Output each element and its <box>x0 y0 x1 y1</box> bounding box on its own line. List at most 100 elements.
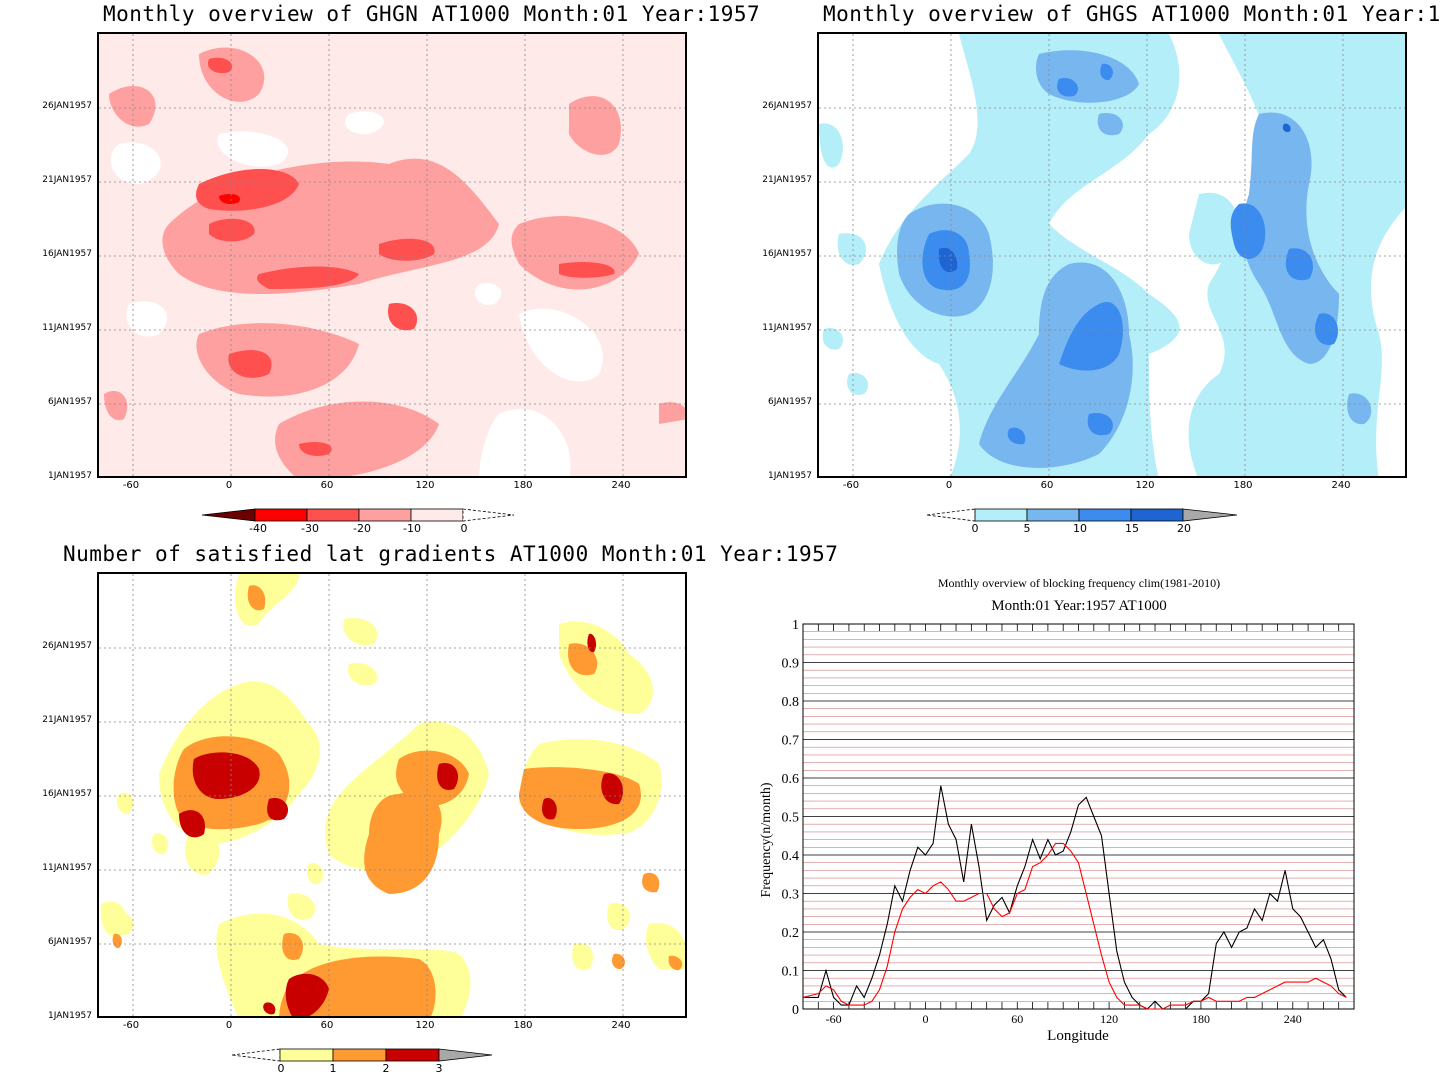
y-tick-label: 26JAN1957 <box>42 101 92 111</box>
y-tick-label: 6JAN1957 <box>767 397 812 407</box>
blocking-frequency-chart: 0 0.1 0.2 0.3 0.4 0.5 0.6 0.7 0.8 0.9 1 -60 0 60 120 1… <box>759 618 1355 1044</box>
x-tick-label: 240 <box>1331 480 1351 491</box>
x-tick-label: 240 <box>611 1020 631 1031</box>
x-tick-label: 60 <box>320 1020 334 1031</box>
contour-level-2 <box>179 633 624 1016</box>
colorbar-label: -30 <box>301 522 319 535</box>
x-minor-ticks <box>802 624 1355 1009</box>
grid-lines <box>819 34 1405 476</box>
grid-lines <box>99 34 685 476</box>
series-lines <box>802 785 1347 1010</box>
colorbar-label: 0 <box>971 522 979 535</box>
x-tick-label: 0 <box>225 1020 233 1031</box>
y-tick-label: 0.2 <box>782 926 800 941</box>
y-tick-label: 1 <box>792 618 799 633</box>
y-tick-labels: 0 0.1 0.2 0.3 0.4 0.5 0.6 0.7 0.8 0.9 1 <box>782 618 800 1018</box>
y-tick-label: 11JAN1957 <box>762 323 812 333</box>
x-tick-label: 120 <box>1100 1012 1118 1026</box>
contour-level-30 <box>219 194 240 204</box>
y-tick-label: 26JAN1957 <box>42 641 92 651</box>
x-tick-labels: -60 0 60 120 180 240 <box>826 1012 1302 1026</box>
y-tick-label: 0.9 <box>782 657 800 672</box>
colorbar-label: 20 <box>1177 522 1191 535</box>
colorbar-label: 5 <box>1023 522 1031 535</box>
plot-area <box>97 32 687 478</box>
y-tick-label: 1JAN1957 <box>47 1011 92 1021</box>
chart-subtitle: Month:01 Year:1957 AT1000 <box>991 598 1167 614</box>
chart-title: Monthly overview of blocking frequency c… <box>937 576 1221 590</box>
x-tick-label: -60 <box>122 1020 140 1031</box>
y-tick-label: 0 <box>792 1003 799 1018</box>
contour-white <box>110 111 603 476</box>
contour-level-10 <box>104 47 685 476</box>
plot-area <box>817 32 1407 478</box>
x-tick-label: 180 <box>1233 480 1253 491</box>
x-tick-label: 120 <box>1135 480 1155 491</box>
colorbar-label: -10 <box>403 522 421 535</box>
lat-gradients-contour-map <box>99 574 685 1016</box>
y-tick-label: 1JAN1957 <box>47 471 92 481</box>
series-line-red <box>802 842 1347 1010</box>
x-axis-label: Longitude <box>1047 1028 1109 1044</box>
colorbar-label: 0 <box>460 522 468 535</box>
y-tick-label: 21JAN1957 <box>762 175 812 185</box>
y-tick-label: 0.8 <box>782 695 800 710</box>
x-tick-label: 240 <box>611 480 631 491</box>
x-tick-label: 180 <box>1192 1012 1210 1026</box>
y-tick-label: 21JAN1957 <box>42 175 92 185</box>
y-tick-label: 16JAN1957 <box>42 789 92 799</box>
y-tick-label: 0.4 <box>782 849 800 864</box>
x-tick-label: 0 <box>945 480 953 491</box>
x-tick-label: 180 <box>513 1020 533 1031</box>
y-tick-label: 1JAN1957 <box>767 471 812 481</box>
ghgn-contour-map <box>99 34 685 476</box>
x-tick-label: -60 <box>826 1012 842 1026</box>
y-tick-label: 11JAN1957 <box>42 323 92 333</box>
y-tick-label: 21JAN1957 <box>42 715 92 725</box>
x-tick-label: 180 <box>513 480 533 491</box>
y-tick-label: 0.3 <box>782 888 800 903</box>
y-tick-label: 0.7 <box>782 734 800 749</box>
y-tick-label: 16JAN1957 <box>762 249 812 259</box>
y-tick-label: 0.5 <box>782 811 800 826</box>
x-tick-label: 60 <box>1040 480 1054 491</box>
colorbar <box>201 508 515 522</box>
colorbar-label: 1 <box>329 1062 337 1075</box>
y-tick-label: 11JAN1957 <box>42 863 92 873</box>
ghgs-contour-map <box>819 34 1405 476</box>
panel-ghgs: Monthly overview of GHGS AT1000 Month:01… <box>720 0 1440 540</box>
x-tick-label: 0 <box>225 480 233 491</box>
y-axis-label: Frequency(n/month) <box>759 782 774 897</box>
colorbar <box>926 508 1238 522</box>
colorbar-label: -20 <box>353 522 371 535</box>
grid-lines <box>803 631 1354 1002</box>
y-tick-label: 6JAN1957 <box>47 937 92 947</box>
panel-blocking-frequency: Monthly overview of blocking frequency c… <box>720 540 1440 1091</box>
plot-frame <box>802 623 1355 1010</box>
y-tick-label: 0.1 <box>782 965 800 980</box>
plot-area <box>97 572 687 1018</box>
y-tick-label: 16JAN1957 <box>42 249 92 259</box>
chart-title: Monthly overview of GHGS AT1000 Month:01… <box>823 2 1440 26</box>
colorbar-label: 15 <box>1125 522 1139 535</box>
x-tick-label: 60 <box>1011 1012 1023 1026</box>
colorbar-label: 0 <box>277 1062 285 1075</box>
contour-level-15 <box>938 123 1291 273</box>
x-tick-label: -60 <box>842 480 860 491</box>
y-tick-label: 0.6 <box>782 772 800 787</box>
colorbar-label: 10 <box>1073 522 1087 535</box>
colorbar-label: -40 <box>249 522 267 535</box>
colorbar <box>231 1048 493 1062</box>
series-line-black <box>803 785 1347 1010</box>
colorbar-label: 2 <box>382 1062 390 1075</box>
chart-title: Number of satisfied lat gradients AT1000… <box>63 542 839 566</box>
y-tick-label: 26JAN1957 <box>762 101 812 111</box>
y-tick-label: 6JAN1957 <box>47 397 92 407</box>
x-tick-label: 60 <box>320 480 334 491</box>
x-tick-label: 0 <box>922 1012 928 1026</box>
x-tick-label: -60 <box>122 480 140 491</box>
x-tick-label: 120 <box>415 1020 435 1031</box>
panel-ghgn: Monthly overview of GHGN AT1000 Month:01… <box>0 0 759 540</box>
grid-lines <box>99 574 685 1016</box>
x-tick-label: 120 <box>415 480 435 491</box>
